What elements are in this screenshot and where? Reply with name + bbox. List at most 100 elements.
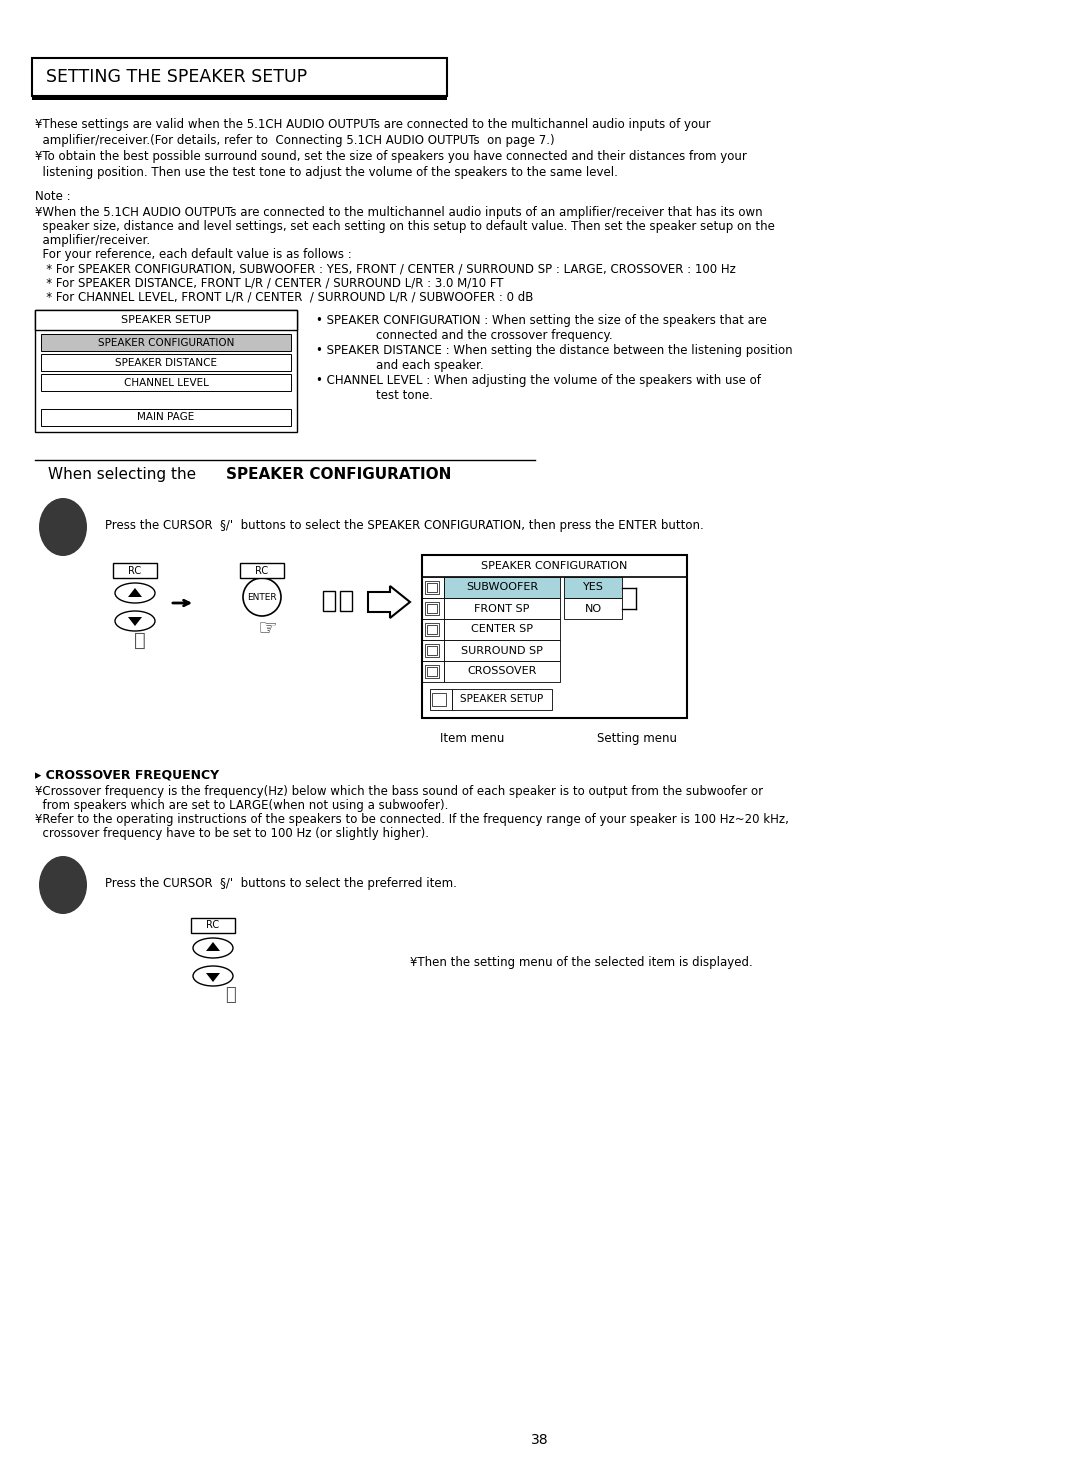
Text: YES: YES [582,583,604,593]
Text: ¥Refer to the operating instructions of the speakers to be connected. If the fre: ¥Refer to the operating instructions of … [35,813,788,825]
Text: • SPEAKER CONFIGURATION : When setting the size of the speakers that are: • SPEAKER CONFIGURATION : When setting t… [316,314,767,327]
Bar [444,620,561,640]
Text: NO: NO [584,603,602,614]
Bar [422,598,444,620]
Text: ¥These settings are valid when the 5.1CH AUDIO OUTPUTs are connected to the mult: ¥These settings are valid when the 5.1CH… [35,118,711,132]
Bar [422,620,444,640]
Text: RC: RC [256,565,269,575]
Text: SPEAKER DISTANCE: SPEAKER DISTANCE [114,358,217,367]
Bar [444,598,561,620]
Text: speaker size, distance and level settings, set each setting on this setup to def: speaker size, distance and level setting… [35,220,774,234]
Bar [32,96,447,101]
Bar [426,666,438,677]
Bar [426,623,438,636]
Text: • CHANNEL LEVEL : When adjusting the volume of the speakers with use of: • CHANNEL LEVEL : When adjusting the vol… [316,374,761,387]
Text: amplifier/receiver.: amplifier/receiver. [35,234,150,247]
Text: * For CHANNEL LEVEL, FRONT L/R / CENTER  / SURROUND L/R / SUBWOOFER : 0 dB: * For CHANNEL LEVEL, FRONT L/R / CENTER … [35,290,534,303]
Text: CROSSOVER: CROSSOVER [468,667,537,676]
Bar [564,598,622,620]
Text: * For SPEAKER CONFIGURATION, SUBWOOFER : YES, FRONT / CENTER / SURROUND SP : LAR: * For SPEAKER CONFIGURATION, SUBWOOFER :… [35,262,735,275]
Text: For your reference, each default value is as follows :: For your reference, each default value i… [35,248,352,260]
Bar [191,918,235,933]
Bar [453,689,552,710]
Text: SPEAKER CONFIGURATION: SPEAKER CONFIGURATION [98,337,234,348]
Text: listening position. Then use the test tone to adjust the volume of the speakers : listening position. Then use the test to… [35,166,618,179]
Text: MAIN PAGE: MAIN PAGE [137,413,194,423]
Text: ☞: ☞ [257,620,276,639]
Text: SUBWOOFER: SUBWOOFER [465,583,538,593]
Text: crossover frequency have to be set to 100 Hz (or slightly higher).: crossover frequency have to be set to 10… [35,827,429,840]
Bar [422,555,687,717]
Bar [427,646,437,655]
Ellipse shape [39,856,87,914]
Bar [430,689,453,710]
Bar [35,311,297,432]
Polygon shape [129,589,141,598]
Bar [427,667,437,676]
Text: and each speaker.: and each speaker. [316,359,484,373]
Ellipse shape [243,578,281,615]
Ellipse shape [114,611,156,632]
Text: CENTER SP: CENTER SP [471,624,534,634]
Text: test tone.: test tone. [316,389,433,402]
Bar [323,592,335,611]
Bar [427,626,437,634]
Ellipse shape [193,966,233,986]
Bar [564,577,622,598]
Bar [35,311,297,330]
Text: • SPEAKER DISTANCE : When setting the distance between the listening position: • SPEAKER DISTANCE : When setting the di… [316,345,793,356]
Polygon shape [206,973,220,982]
Text: Press the CURSOR  §/'  buttons to select the preferred item.: Press the CURSOR §/' buttons to select t… [105,877,457,890]
Text: SPEAKER SETUP: SPEAKER SETUP [121,315,211,325]
Bar [426,581,438,595]
Text: connected and the crossover frequency.: connected and the crossover frequency. [316,328,612,342]
Text: ¥When the 5.1CH AUDIO OUTPUTs are connected to the multichannel audio inputs of : ¥When the 5.1CH AUDIO OUTPUTs are connec… [35,206,762,219]
Bar [444,577,561,598]
Bar [427,583,437,592]
Text: from speakers which are set to LARGE(when not using a subwoofer).: from speakers which are set to LARGE(whe… [35,799,448,812]
Ellipse shape [39,498,87,556]
Text: Setting menu: Setting menu [597,732,677,745]
Bar [41,353,291,371]
Text: RC: RC [129,565,141,575]
Bar [113,563,157,578]
Bar [340,592,352,611]
Polygon shape [206,942,220,951]
Polygon shape [129,617,141,626]
Text: Press the CURSOR  §/'  buttons to select the SPEAKER CONFIGURATION, then press t: Press the CURSOR §/' buttons to select t… [105,519,704,532]
Polygon shape [368,586,410,618]
Text: When selecting the: When selecting the [48,467,201,482]
Bar [427,603,437,612]
Ellipse shape [114,583,156,603]
Bar [422,661,444,682]
Text: ENTER: ENTER [247,593,276,602]
Text: ¥Then the setting menu of the selected item is displayed.: ¥Then the setting menu of the selected i… [410,955,753,969]
Bar [426,602,438,615]
Text: amplifier/receiver.(For details, refer to  Connecting 5.1CH AUDIO OUTPUTs  on pa: amplifier/receiver.(For details, refer t… [35,135,555,146]
Text: Item menu: Item menu [440,732,504,745]
Bar [426,643,438,657]
Text: ✋: ✋ [134,632,146,649]
Bar [240,563,284,578]
Text: SPEAKER CONFIGURATION: SPEAKER CONFIGURATION [481,561,627,571]
Text: RC: RC [206,920,219,930]
Text: ¥To obtain the best possible surround sound, set the size of speakers you have c: ¥To obtain the best possible surround so… [35,149,747,163]
Text: ▸ CROSSOVER FREQUENCY: ▸ CROSSOVER FREQUENCY [35,768,219,781]
Bar [41,334,291,351]
Bar [432,694,446,705]
Text: 38: 38 [531,1433,549,1446]
Text: * For SPEAKER DISTANCE, FRONT L/R / CENTER / SURROUND L/R : 3.0 M/10 FT: * For SPEAKER DISTANCE, FRONT L/R / CENT… [35,277,503,288]
Text: SETTING THE SPEAKER SETUP: SETTING THE SPEAKER SETUP [46,68,307,86]
Bar [41,410,291,426]
Ellipse shape [193,938,233,958]
Text: Note :: Note : [35,189,70,203]
Bar [444,640,561,661]
Text: FRONT SP: FRONT SP [474,603,529,614]
Text: CHANNEL LEVEL: CHANNEL LEVEL [123,377,208,387]
Bar [422,577,444,598]
Text: SURROUND SP: SURROUND SP [461,645,543,655]
Text: ¥Crossover frequency is the frequency(Hz) below which the bass sound of each spe: ¥Crossover frequency is the frequency(Hz… [35,785,764,799]
Bar [422,640,444,661]
Bar [41,374,291,390]
Bar [32,58,447,96]
